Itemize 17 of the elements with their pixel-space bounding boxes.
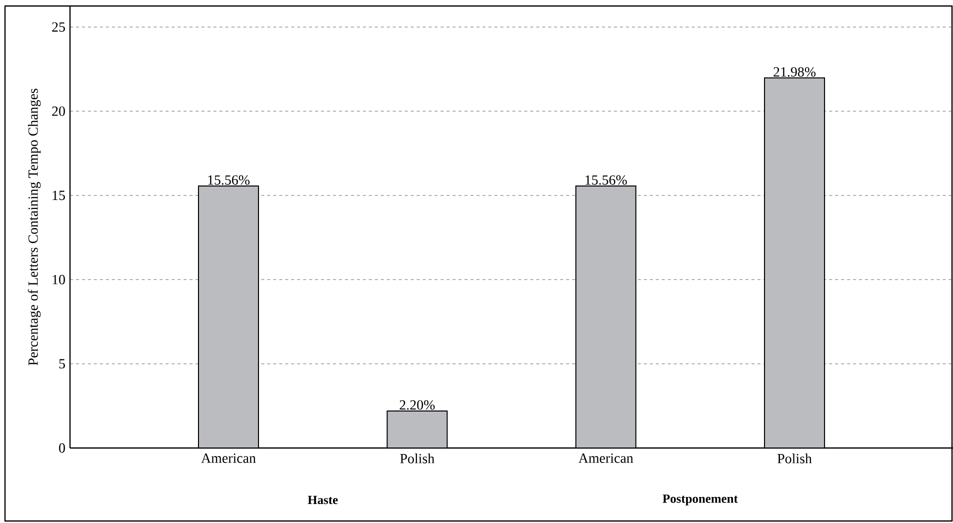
data-label: 2.20%: [400, 400, 435, 410]
y-tick-label: 15: [52, 190, 65, 200]
data-label: 15.56%: [586, 175, 627, 185]
data-label: 15.56%: [208, 175, 250, 185]
y-tick-label: 25: [52, 22, 65, 32]
x-tick-label: Polish: [400, 453, 434, 464]
y-tick-label: 10: [52, 274, 65, 284]
x-tick-label: Polish: [777, 453, 812, 464]
y-tick-label: 0: [59, 443, 65, 453]
x-tick-label: American: [201, 454, 256, 463]
data-label: 21.98%: [774, 67, 816, 77]
text: Postponement: [662, 494, 738, 506]
y-tick-label: 5: [59, 359, 65, 368]
x-tick-label: American: [578, 454, 634, 463]
y-axis-title: Percentage of Letters Containing Tempo Changes: [28, 88, 41, 366]
text: Haste: [308, 496, 338, 504]
y-tick-label: 20: [52, 106, 65, 116]
